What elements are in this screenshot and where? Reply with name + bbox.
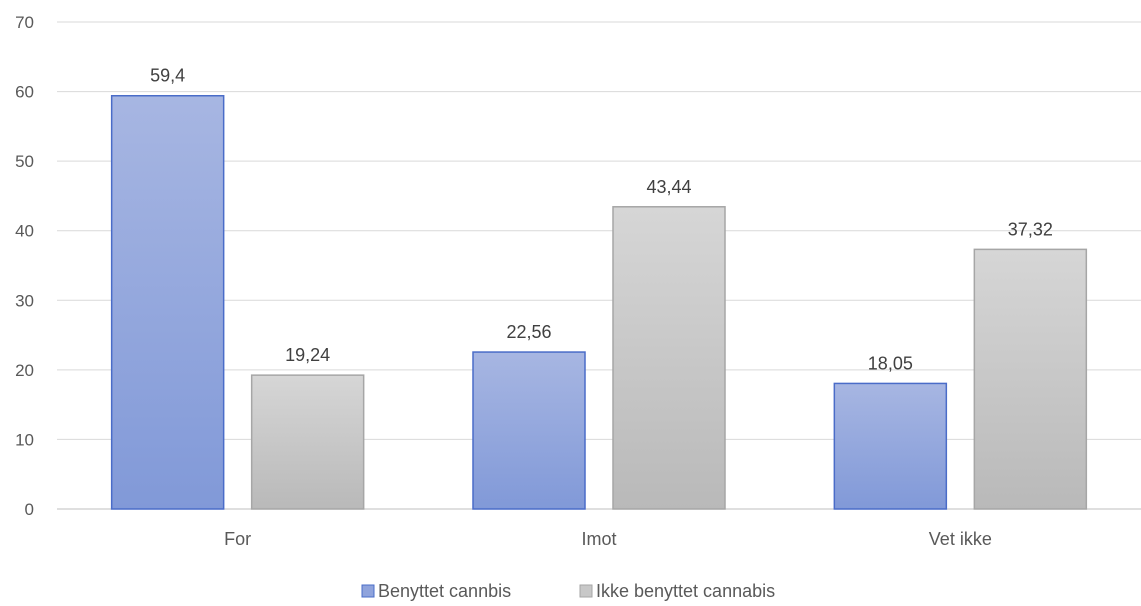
category-label: Vet ikke	[929, 529, 992, 549]
legend-label: Benyttet cannbis	[378, 581, 511, 601]
data-label: 18,05	[868, 353, 913, 373]
data-label: 43,44	[646, 177, 691, 197]
legend-label: Ikke benyttet cannabis	[596, 581, 775, 601]
y-tick-label: 10	[15, 430, 34, 449]
y-tick-label: 50	[15, 152, 34, 171]
y-tick-label: 40	[15, 222, 34, 241]
grid-lines	[57, 21, 1141, 510]
legend: Benyttet cannbis Ikke benyttet cannabis	[361, 581, 775, 601]
data-label: 19,24	[285, 345, 330, 365]
y-tick-label: 20	[15, 361, 34, 380]
legend-swatch	[579, 584, 593, 598]
bar-benyttet-0	[110, 94, 225, 510]
y-tick-label: 60	[15, 83, 34, 102]
data-label: 59,4	[150, 66, 185, 86]
data-label: 22,56	[506, 322, 551, 342]
data-labels: 59,4 19,24 22,56 43,44 18,05 37,32	[150, 66, 1053, 374]
y-tick-label: 70	[15, 13, 34, 32]
data-label: 37,32	[1008, 219, 1053, 239]
legend-swatch	[361, 584, 375, 598]
bar-benyttet-2	[833, 382, 948, 510]
bar-ikke-benyttet-1	[612, 206, 726, 510]
x-axis-categories: For Imot Vet ikke	[224, 529, 992, 549]
y-axis-ticks: 0 10 20 30 40 50 60 70	[15, 13, 34, 519]
category-label: For	[224, 529, 251, 549]
bar-benyttet-1	[472, 351, 586, 510]
bar-ikke-benyttet-2	[973, 248, 1088, 510]
bar-ikke-benyttet-0	[250, 374, 365, 510]
y-tick-label: 30	[15, 291, 34, 310]
y-tick-label: 0	[25, 500, 34, 519]
bars	[110, 94, 1088, 510]
category-label: Imot	[581, 529, 616, 549]
